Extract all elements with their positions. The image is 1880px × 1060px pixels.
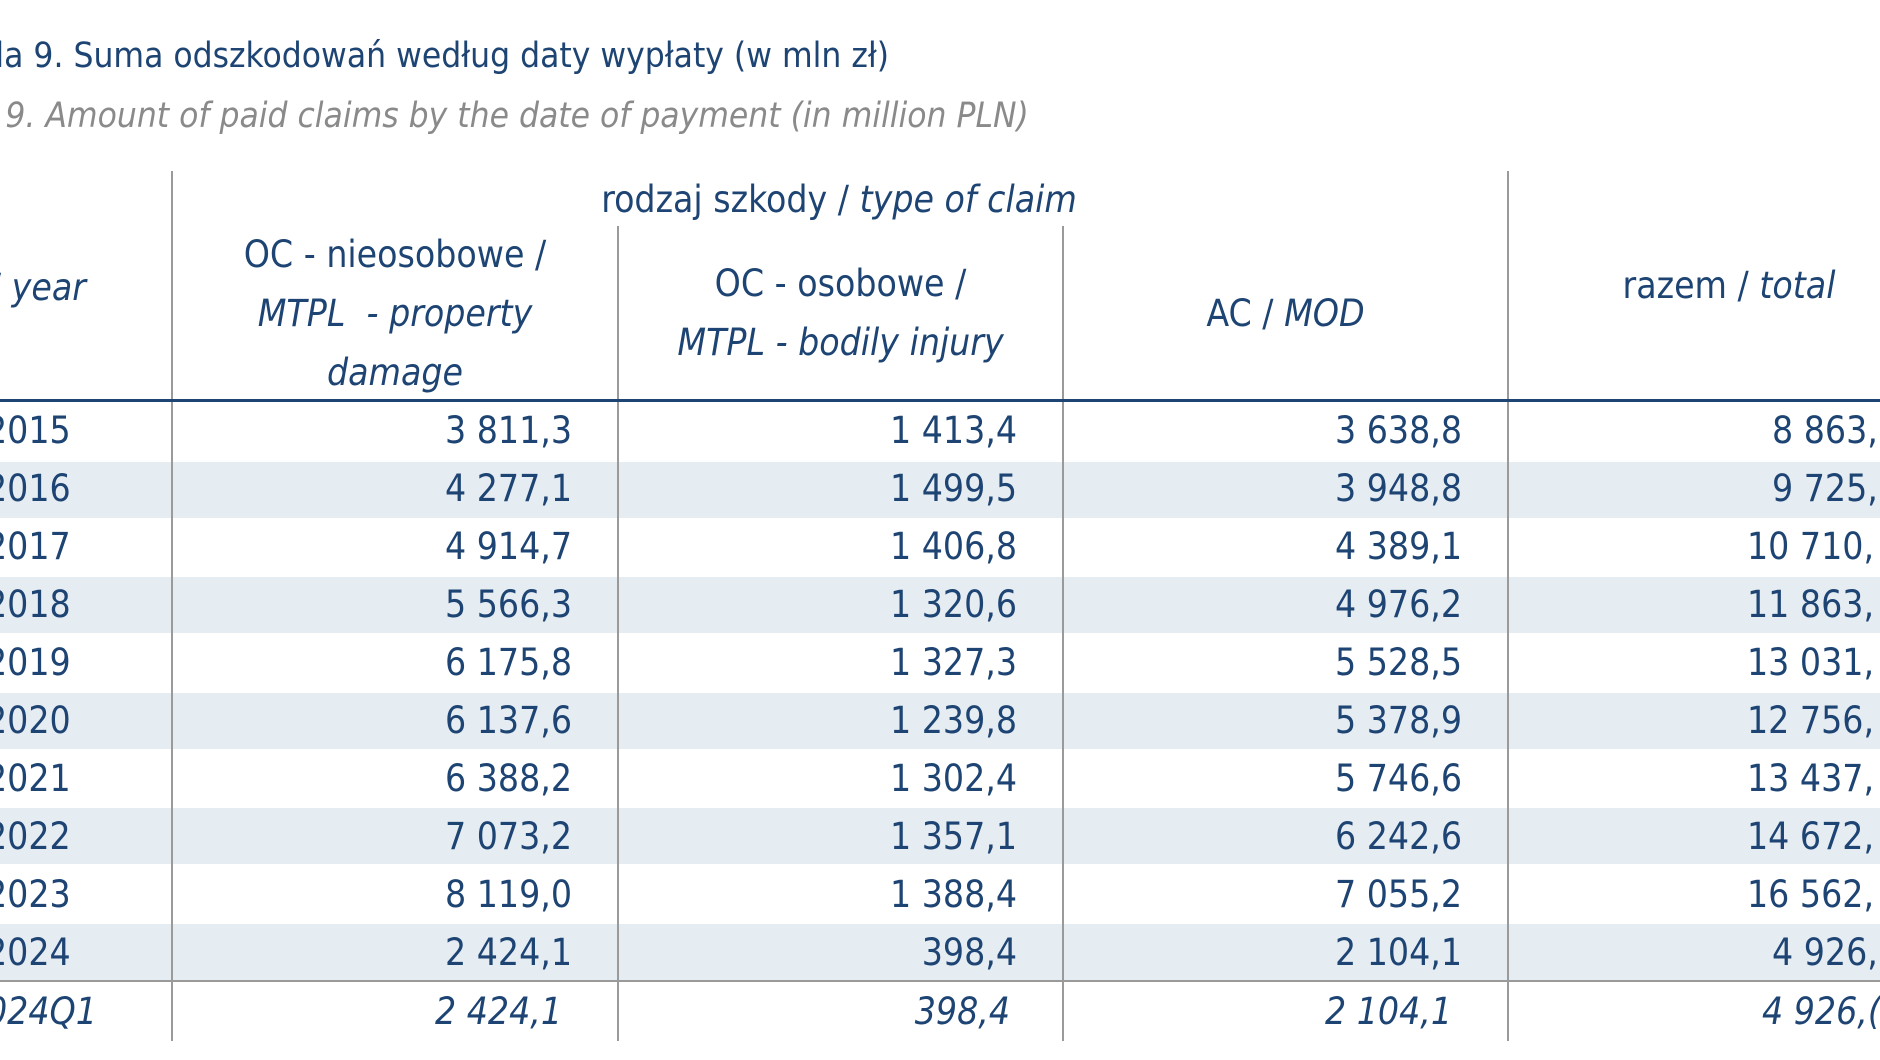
mtpl-property-cell: 4 277,1	[444, 467, 572, 510]
col1-header: OC - nieosobowe / MTPL - property damage	[173, 227, 617, 399]
year-cell: 2024	[0, 931, 71, 974]
total-cell: 16 562,	[1747, 873, 1875, 916]
col2-header-en: MTPL - bodily injury	[677, 321, 1004, 364]
mtpl-injury-cell: 1 388,4	[889, 873, 1017, 916]
mod-cell: 4 976,2	[1334, 583, 1462, 626]
mod-cell: 4 389,1	[1334, 525, 1462, 568]
summary-rule	[0, 980, 1880, 982]
year-cell: 2020	[0, 699, 71, 742]
mod-cell: 7 055,2	[1334, 873, 1462, 916]
mtpl-injury-cell: 1 413,4	[889, 409, 1017, 452]
mtpl-injury-cell: 1 302,4	[889, 757, 1017, 800]
mtpl-injury-cell: 1 327,3	[889, 641, 1017, 684]
col3-header-en: MOD	[1284, 291, 1365, 335]
col1-header-pl: OC - nieosobowe /	[243, 232, 547, 276]
col3-header: AC / MOD	[1064, 227, 1507, 399]
mtpl-property-cell: 4 914,7	[444, 525, 572, 568]
year-cell: 2019	[0, 641, 71, 684]
total-cell: 10 710,	[1747, 525, 1875, 568]
column-divider	[171, 171, 173, 1041]
col2-header-pl: OC - osobowe /	[714, 262, 967, 305]
period-cell: 024Q1	[0, 990, 97, 1033]
row-stripe	[0, 924, 1880, 980]
mtpl-injury-cell: 1 320,6	[889, 583, 1017, 626]
column-divider	[1507, 171, 1509, 1041]
table-title-pl: ela 9. Suma odszkodowań według daty wypł…	[0, 36, 890, 76]
year-cell: 2021	[0, 757, 71, 800]
mod-cell: 2 104,1	[1324, 990, 1452, 1033]
total-cell: 9 725,	[1772, 467, 1878, 510]
year-cell: 2017	[0, 525, 71, 568]
mtpl-property-cell: 6 175,8	[444, 641, 572, 684]
total-cell: 14 672,	[1747, 815, 1875, 858]
mod-cell: 2 104,1	[1334, 931, 1462, 974]
mod-cell: 3 638,8	[1334, 409, 1462, 452]
group-header: rodzaj szkody / type of claim	[171, 171, 1507, 227]
year-header: k / year	[0, 227, 160, 347]
mod-cell: 5 378,9	[1334, 699, 1462, 742]
mtpl-property-cell: 2 424,1	[434, 990, 562, 1033]
column-divider	[1062, 226, 1064, 1041]
mtpl-property-cell: 2 424,1	[444, 931, 572, 974]
col1-header-en-a: MTPL - property	[257, 291, 533, 335]
col4-header: razem / total	[1509, 171, 1880, 399]
header-rule	[0, 399, 1880, 402]
mtpl-injury-cell: 1 239,8	[889, 699, 1017, 742]
total-cell: 13 437,	[1747, 757, 1875, 800]
col4-header-en: total	[1759, 263, 1836, 307]
year-header-pl: k /	[0, 258, 12, 317]
mtpl-injury-cell: 1 499,5	[889, 467, 1017, 510]
mtpl-property-cell: 6 388,2	[444, 757, 572, 800]
row-stripe	[0, 693, 1880, 749]
total-cell: 4 926,(	[1762, 990, 1880, 1033]
mod-cell: 6 242,6	[1334, 815, 1462, 858]
year-cell: 2015	[0, 409, 71, 452]
total-cell: 4 926,	[1772, 931, 1878, 974]
total-cell: 8 863,	[1772, 409, 1878, 452]
total-cell: 12 756,	[1747, 699, 1875, 742]
total-cell: 13 031,	[1747, 641, 1875, 684]
year-cell: 2022	[0, 815, 71, 858]
mtpl-injury-cell: 398,4	[914, 990, 1010, 1033]
col4-header-pl: razem /	[1622, 263, 1760, 307]
total-cell: 11 863,	[1747, 583, 1875, 626]
mtpl-injury-cell: 398,4	[921, 931, 1017, 974]
mtpl-property-cell: 3 811,3	[444, 409, 572, 452]
table-title-en: e 9. Amount of paid claims by the date o…	[0, 96, 1029, 136]
mtpl-property-cell: 7 073,2	[444, 815, 572, 858]
group-header-en: type of claim	[859, 177, 1077, 221]
mtpl-property-cell: 5 566,3	[444, 583, 572, 626]
mtpl-injury-cell: 1 406,8	[889, 525, 1017, 568]
col2-header: OC - osobowe / MTPL - bodily injury	[619, 227, 1062, 399]
col1-header-en-b: damage	[327, 350, 463, 394]
mtpl-property-cell: 8 119,0	[444, 873, 572, 916]
row-stripe	[0, 808, 1880, 864]
row-stripe	[0, 577, 1880, 633]
year-cell: 2016	[0, 467, 71, 510]
mtpl-injury-cell: 1 357,1	[889, 815, 1017, 858]
mod-cell: 3 948,8	[1334, 467, 1462, 510]
mtpl-property-cell: 6 137,6	[444, 699, 572, 742]
year-header-en: year	[11, 265, 86, 309]
group-header-pl: rodzaj szkody /	[601, 177, 860, 221]
mod-cell: 5 528,5	[1334, 641, 1462, 684]
column-divider	[617, 226, 619, 1041]
year-cell: 2018	[0, 583, 71, 626]
mod-cell: 5 746,6	[1334, 757, 1462, 800]
col3-header-pl: AC /	[1206, 291, 1285, 335]
row-stripe	[0, 462, 1880, 518]
year-cell: 2023	[0, 873, 71, 916]
